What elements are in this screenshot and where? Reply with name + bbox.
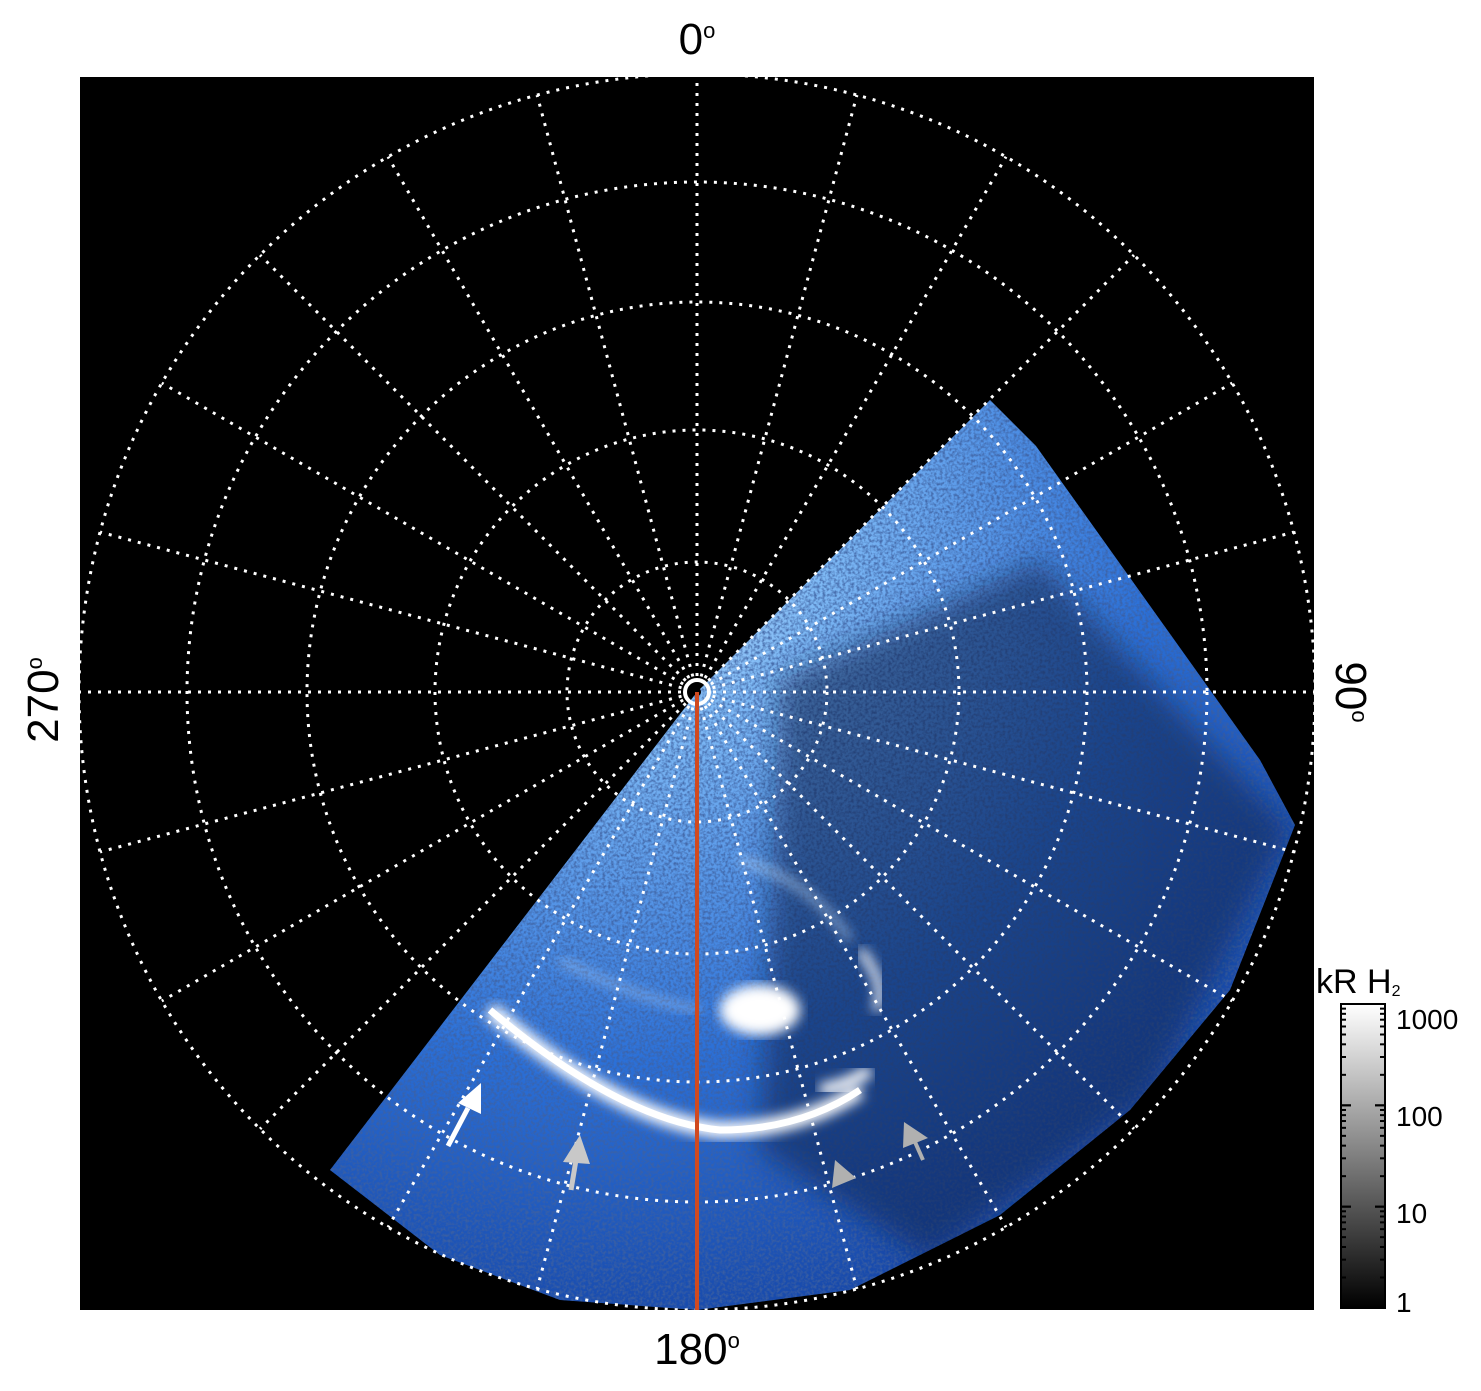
grid-meridian [535, 707, 695, 1290]
grid-meridian [535, 94, 695, 677]
grid-meridian [712, 530, 1295, 690]
angle-label-270: 270o [19, 657, 68, 743]
grid-meridian [258, 702, 687, 1131]
angle-label-90: 90o [1326, 661, 1375, 723]
annotation-arrow-gray-3 [903, 1122, 928, 1161]
colorbar [1340, 1003, 1386, 1309]
grid-meridian [707, 702, 1136, 1131]
angle-label-0: 0o [678, 15, 716, 64]
grid-meridian [710, 381, 1233, 686]
colorbar-title: kR H2 [1316, 963, 1401, 1001]
grid-meridian [703, 705, 1008, 1228]
grid-meridian [386, 705, 691, 1228]
polar-grid [80, 77, 1314, 1310]
grid-meridian [699, 94, 859, 677]
grid-meridian [161, 381, 684, 686]
grid-meridian [161, 698, 684, 1003]
grid-meridian [258, 253, 687, 682]
annotation-arrow-white [445, 1083, 481, 1148]
annotation-arrow-gray-1 [563, 1135, 590, 1191]
colorbar-tick-100: 100 [1396, 1101, 1443, 1132]
angle-label-180: 180o [654, 1325, 740, 1374]
grid-circle [565, 560, 829, 824]
grid-meridian [99, 530, 682, 690]
grid-meridian [707, 253, 1136, 682]
grid-meridian [710, 698, 1233, 1003]
colorbar-tick-10: 10 [1396, 1198, 1428, 1229]
grid-meridian [99, 694, 682, 854]
colorbar-tick-1: 1 [1396, 1287, 1412, 1318]
colorbar-tick-1000: 1000 [1396, 1004, 1459, 1035]
annotation-arrow-gray-2 [832, 1160, 856, 1188]
grid-meridian [712, 694, 1295, 854]
grid-meridian [386, 156, 691, 679]
grid-meridian [703, 156, 1008, 679]
grid-meridian [699, 707, 859, 1290]
